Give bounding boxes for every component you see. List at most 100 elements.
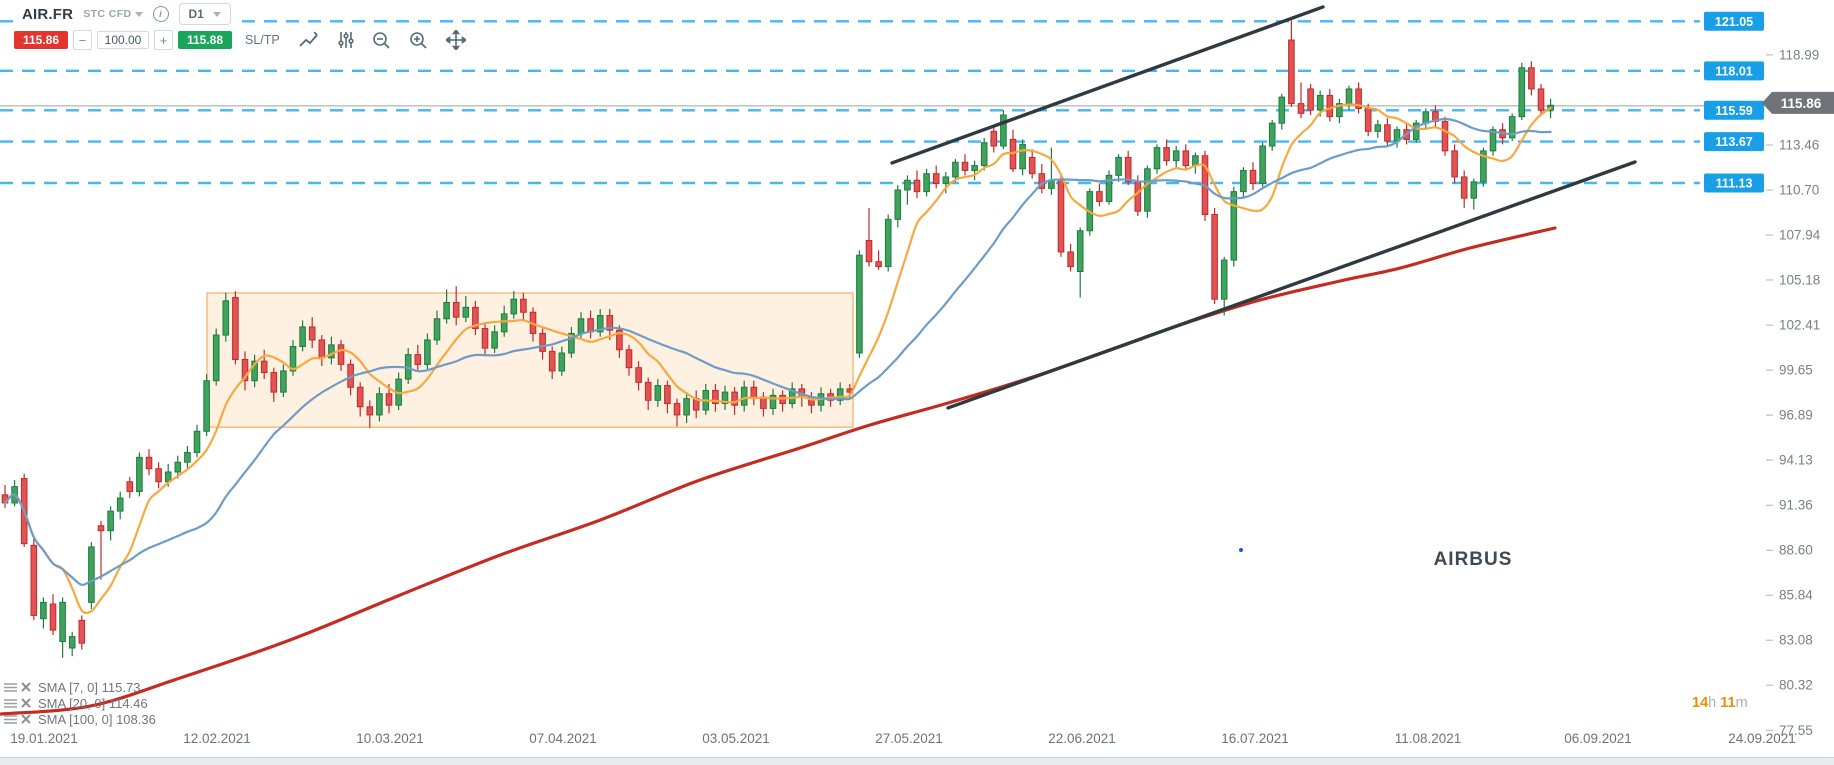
candle (961, 154, 969, 176)
candle (193, 424, 201, 458)
candle (1, 485, 9, 508)
candle (913, 170, 921, 199)
candle (1000, 110, 1007, 150)
candle (1153, 144, 1161, 174)
candle (116, 491, 124, 520)
candle (1163, 139, 1170, 166)
candle (625, 344, 633, 376)
candle (1240, 167, 1247, 199)
candle (1297, 82, 1305, 119)
candle (78, 615, 86, 650)
volume-decrease-button[interactable]: − (73, 30, 92, 50)
legend-label: SMA [20, 0] 114.46 (38, 695, 148, 711)
candle (433, 310, 441, 345)
price-level-label-text: 118.01 (1715, 64, 1753, 78)
candle (1345, 85, 1353, 111)
candle (510, 291, 518, 319)
price-level-label[interactable] (1704, 100, 1764, 120)
candle (1508, 113, 1516, 142)
trendline[interactable] (946, 160, 1637, 410)
candle (1355, 82, 1362, 114)
y-axis-label: 91.36 (1779, 498, 1813, 513)
candle-countdown: 14h 11m (1692, 695, 1748, 711)
toolbar: AIR.FR STC CFD i D1 115.86 − + 115.88 SL… (14, 0, 466, 50)
candle (481, 322, 489, 357)
y-axis-label: 105.18 (1779, 272, 1820, 287)
candle (904, 175, 911, 205)
candle (1537, 84, 1545, 116)
buy-button[interactable]: 115.88 (178, 31, 232, 49)
instrument-watermark: AIRBUS (1434, 549, 1513, 570)
remove-indicator-icon[interactable] (21, 714, 31, 724)
symbol-name: AIR.FR (22, 5, 74, 23)
candle (1105, 170, 1113, 205)
remove-indicator-icon[interactable] (21, 698, 31, 708)
price-level-label[interactable] (1704, 11, 1764, 31)
y-axis-label: 99.65 (1779, 363, 1813, 378)
candle (155, 462, 162, 489)
timeframe-select[interactable]: D1 (178, 3, 231, 25)
y-axis-label: 96.89 (1779, 408, 1813, 423)
x-axis-label: 24.09.2021 (1728, 731, 1796, 746)
price-level-label[interactable] (1704, 173, 1764, 193)
y-axis-label: 102.41 (1779, 318, 1820, 333)
market-type-label: STC CFD (83, 8, 132, 20)
candle (203, 374, 210, 437)
candle (712, 383, 719, 412)
chevron-down-icon[interactable] (134, 11, 143, 17)
candle (1384, 118, 1391, 146)
indicator-legend: SMA [7, 0] 115.73 SMA [20, 0] 114.46 SMA… (4, 679, 156, 727)
indicator-settings-icon[interactable] (4, 682, 17, 693)
candle (1470, 178, 1478, 210)
trendline[interactable] (890, 5, 1325, 165)
candle (606, 308, 614, 340)
y-axis-label: 85.84 (1779, 588, 1813, 603)
candle (462, 295, 470, 323)
candle (539, 328, 546, 360)
bottom-separator (0, 757, 1834, 765)
trendline-tool-icon[interactable] (298, 31, 320, 49)
volume-increase-button[interactable]: + (154, 30, 173, 50)
candle (1144, 165, 1151, 218)
candle (30, 538, 38, 621)
candle (1451, 144, 1458, 184)
remove-indicator-icon[interactable] (21, 682, 31, 692)
sltp-toggle[interactable]: SL/TP (245, 33, 280, 47)
candle (932, 165, 940, 189)
candle (1019, 139, 1026, 176)
candle (328, 336, 335, 365)
sell-button[interactable]: 115.86 (14, 31, 68, 49)
candle (452, 286, 460, 326)
candle (558, 346, 566, 376)
y-axis-label: 88.60 (1779, 543, 1813, 558)
price-level-label-text: 111.13 (1716, 176, 1753, 190)
candle (376, 387, 383, 422)
candle (472, 300, 479, 336)
candle (1480, 147, 1487, 187)
candle (260, 349, 268, 380)
candle (107, 506, 114, 541)
legend-label: SMA [7, 0] 115.73 (38, 679, 141, 695)
candle (1076, 227, 1084, 298)
candle (1336, 98, 1343, 124)
price-level-label[interactable] (1704, 61, 1764, 81)
y-axis-label: 80.32 (1779, 678, 1813, 693)
zoom-in-icon[interactable] (409, 31, 428, 50)
candle (356, 382, 364, 417)
volume-input[interactable] (97, 31, 149, 49)
price-level-label-text: 113.67 (1715, 135, 1753, 149)
zoom-out-icon[interactable] (372, 31, 391, 50)
pan-move-icon[interactable] (445, 30, 466, 50)
y-axis-label: 83.08 (1779, 633, 1813, 648)
x-axis-label: 19.01.2021 (10, 731, 78, 746)
indicators-icon[interactable] (338, 31, 354, 49)
candle (299, 320, 306, 352)
candle (1518, 62, 1526, 120)
candle (212, 328, 220, 386)
indicator-settings-icon[interactable] (4, 698, 17, 709)
info-icon[interactable]: i (152, 6, 169, 22)
candle (270, 367, 278, 402)
indicator-settings-icon[interactable] (4, 714, 17, 725)
price-level-label[interactable] (1704, 132, 1764, 152)
